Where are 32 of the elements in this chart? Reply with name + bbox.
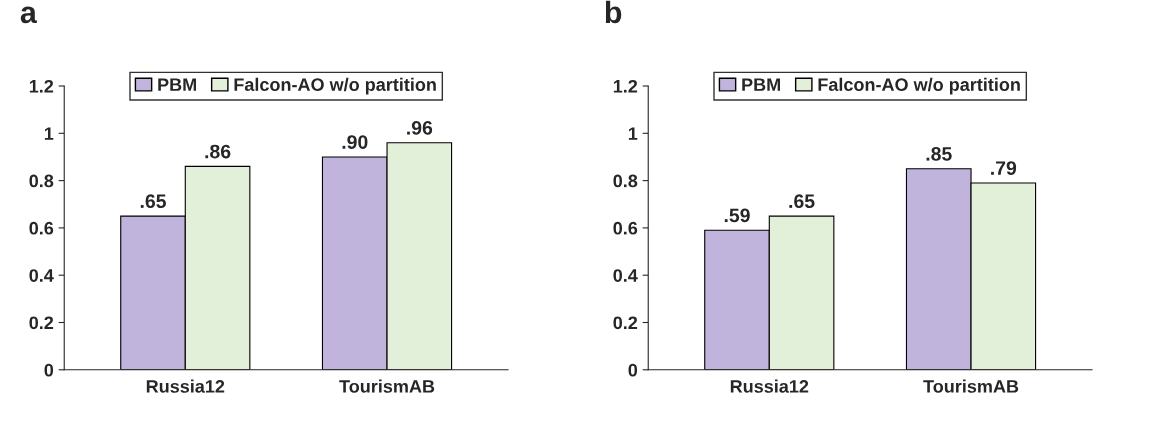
y-tick-label: 0.4 bbox=[613, 269, 638, 282]
y-tick-label: 0.6 bbox=[613, 221, 638, 235]
y-tick-label: 0.2 bbox=[29, 316, 54, 330]
x-tick-label: TourismAB bbox=[339, 379, 435, 393]
data-label: .79 bbox=[991, 161, 1017, 175]
data-label: .85 bbox=[926, 147, 952, 161]
data-label: .96 bbox=[407, 120, 433, 135]
y-tick-label: 0.6 bbox=[29, 221, 54, 235]
data-label: .86 bbox=[205, 144, 231, 159]
data-label: .65 bbox=[789, 194, 815, 209]
chart-title: a bbox=[20, 6, 38, 24]
legend-label: PBM bbox=[158, 78, 196, 91]
y-tick-label: 0 bbox=[44, 363, 54, 377]
y-tick-label: 0 bbox=[628, 363, 638, 377]
y-tick-label: 1.2 bbox=[29, 79, 54, 93]
legend-label: Falcon-AO w/o partition bbox=[818, 77, 1020, 95]
data-label: .65 bbox=[140, 194, 166, 209]
legend-label: Falcon-AO w/o partition bbox=[234, 77, 436, 95]
x-tick-label: TourismAB bbox=[923, 379, 1019, 393]
data-label: .59 bbox=[724, 208, 750, 223]
y-tick-label: 1 bbox=[628, 127, 638, 140]
x-tick-label: Russia12 bbox=[730, 379, 809, 393]
y-tick-label: 1 bbox=[44, 127, 54, 140]
y-tick-label: 0.2 bbox=[613, 316, 638, 330]
y-tick-label: 0.8 bbox=[29, 174, 54, 188]
legend-label: PBM bbox=[742, 78, 780, 91]
y-tick-label: 0.8 bbox=[613, 174, 638, 188]
data-label: .90 bbox=[342, 135, 368, 149]
chart-title: b bbox=[605, 0, 622, 24]
y-tick-label: 0.4 bbox=[29, 269, 54, 282]
y-tick-label: 1.2 bbox=[613, 79, 638, 93]
x-tick-label: Russia12 bbox=[146, 379, 225, 393]
